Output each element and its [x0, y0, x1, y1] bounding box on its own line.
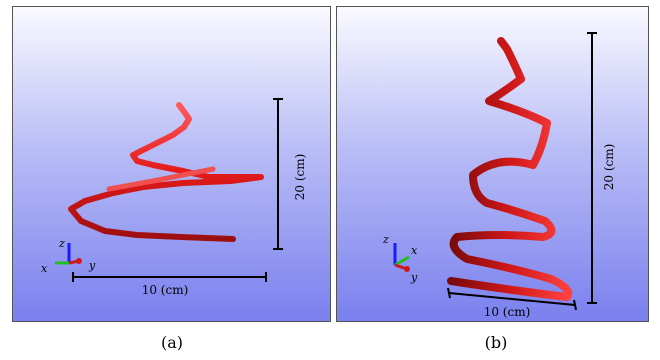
axis-triad-b: z x y [382, 233, 418, 284]
helix-back-segment-a [106, 166, 216, 192]
axis-z-label-b: z [382, 233, 389, 246]
vertical-scale-label-b: 20 (cm) [602, 144, 616, 191]
caption-b: (b) [484, 333, 508, 352]
horizontal-scale-label-b: 10 (cm) [484, 305, 531, 319]
caption-a: (a) [160, 333, 184, 352]
axis-z-label-a: z [58, 237, 65, 250]
horizontal-scale-label-a: 10 (cm) [142, 283, 189, 297]
horizontal-scale-bar-b [447, 287, 577, 311]
vertical-scale-label-a: 20 (cm) [293, 154, 307, 201]
helix-tube-a [68, 102, 264, 242]
horizontal-scale-bar-a [72, 272, 267, 282]
helix-b-view: 20 (cm) 10 (cm) z x y [382, 32, 616, 319]
vertical-scale-bar-a [273, 98, 283, 250]
helix-tube-b [447, 37, 573, 301]
axis-x-label-a: x [41, 262, 48, 275]
helix-a-view: 20 (cm) 10 (cm) z x y [41, 98, 307, 297]
vertical-scale-bar-b [587, 32, 597, 304]
axis-x-label-b: x [411, 244, 418, 257]
panel-b: 20 (cm) 10 (cm) z x y [336, 6, 649, 322]
axis-triad-a: z x y [41, 237, 96, 275]
axis-y-label-b: y [410, 271, 418, 284]
panel-a: 20 (cm) 10 (cm) z x y [12, 6, 331, 322]
axis-y-label-a: y [88, 259, 96, 272]
